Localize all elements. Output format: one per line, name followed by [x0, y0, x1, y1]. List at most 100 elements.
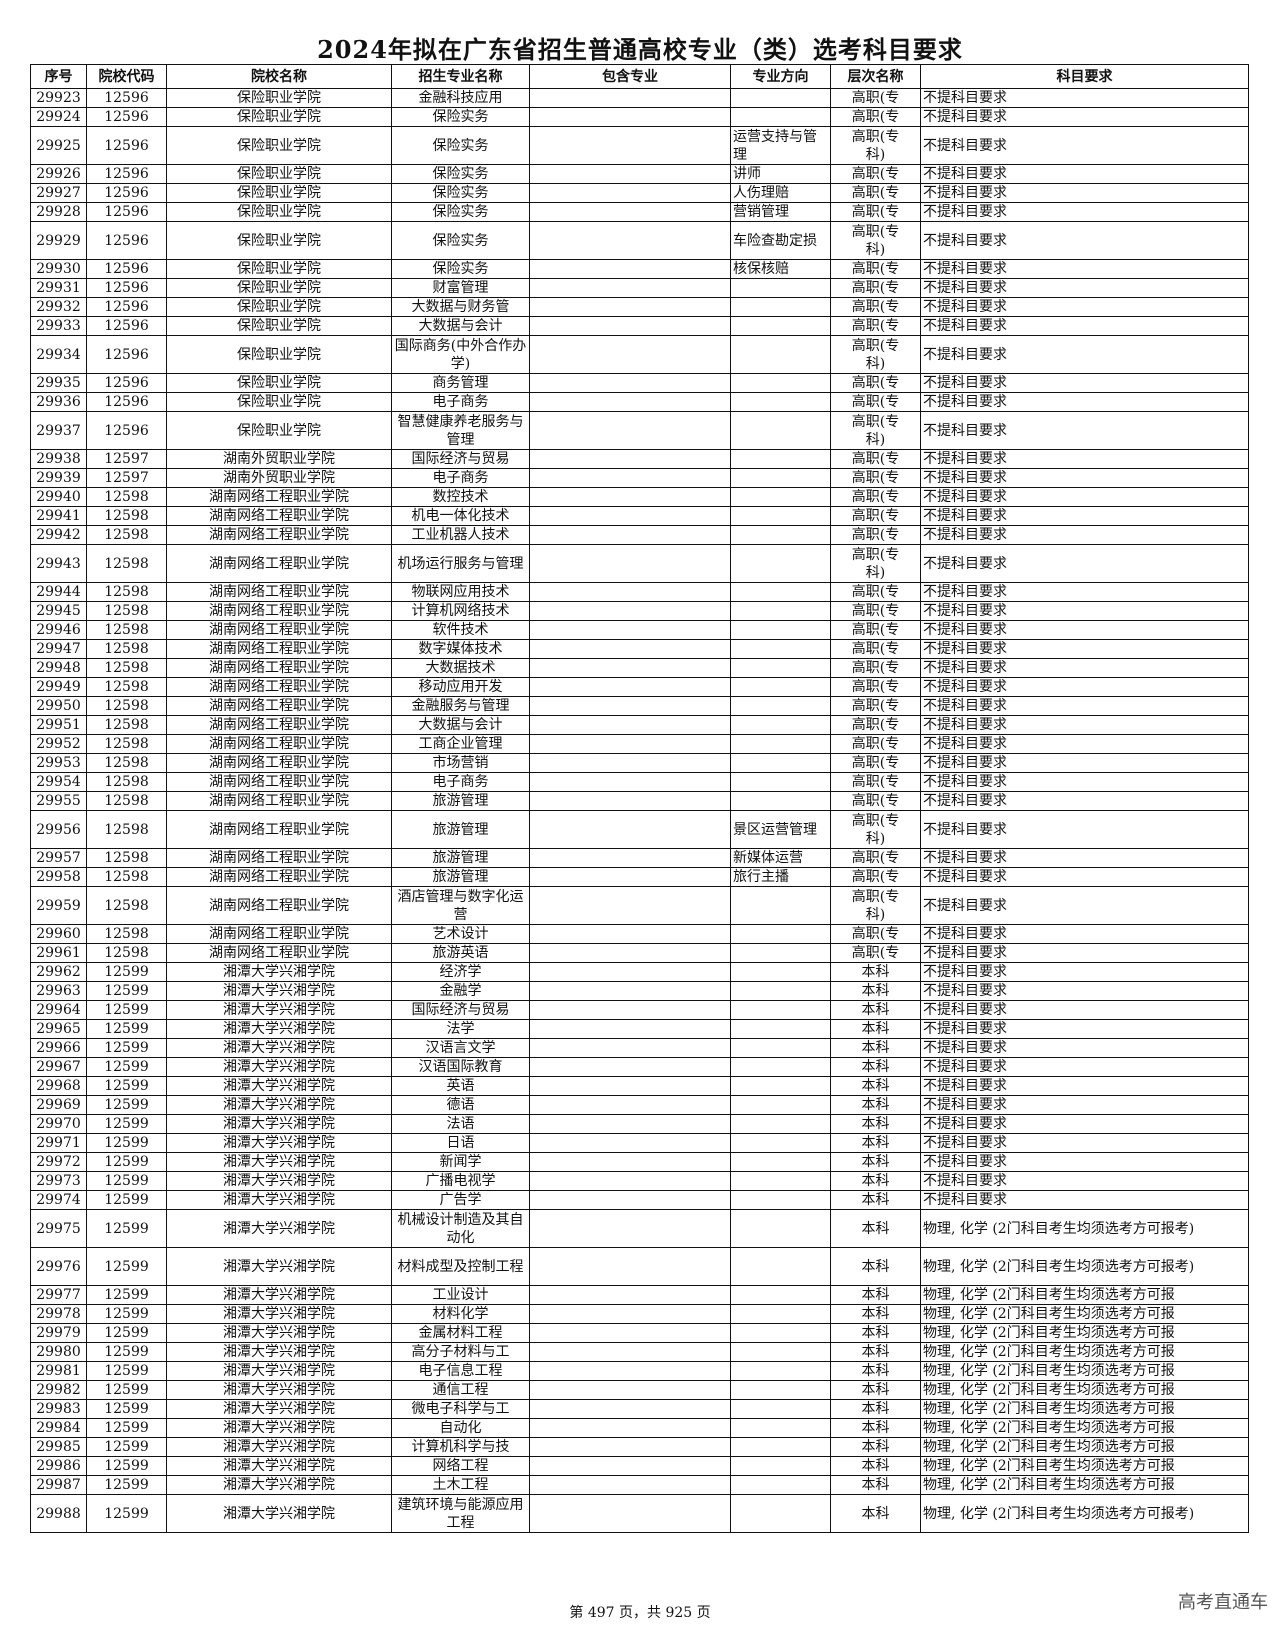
cell-school-name: 湘潭大学兴湘学院: [166, 1361, 392, 1381]
cell-subject-requirement: 不提科目要求: [920, 1152, 1249, 1172]
cell-major-name: 保险实务: [391, 183, 530, 203]
cell-included-majors: [529, 183, 731, 203]
cell-included-majors: [529, 886, 731, 925]
cell-major-direction: [730, 658, 831, 678]
cell-major-name: 金属材料工程: [391, 1323, 530, 1343]
cell-seq: 29969: [30, 1095, 87, 1115]
cell-seq: 29988: [30, 1494, 87, 1533]
cell-school-code: 12599: [86, 1095, 167, 1115]
cell-school-name: 湘潭大学兴湘学院: [166, 1114, 392, 1134]
cell-subject-requirement: 物理, 化学 (2门科目考生均须选考方可报考): [920, 1209, 1249, 1248]
cell-level: 高职(专: [830, 715, 921, 735]
table-row: 29970 12599 湘潭大学兴湘学院 法语 本科 不提科目要求: [30, 1114, 1249, 1134]
cell-major-direction: [730, 373, 831, 393]
table-row: 29949 12598 湖南网络工程职业学院 移动应用开发 高职(专 不提科目要求: [30, 677, 1249, 697]
cell-major-direction: [730, 886, 831, 925]
cell-seq: 29965: [30, 1019, 87, 1039]
cell-major-name: 电子商务: [391, 468, 530, 488]
cell-major-name: 土木工程: [391, 1475, 530, 1495]
cell-school-name: 湘潭大学兴湘学院: [166, 1304, 392, 1324]
cell-level: 本科: [830, 1152, 921, 1172]
cell-seq: 29931: [30, 278, 87, 298]
cell-level: 本科: [830, 1304, 921, 1324]
cell-included-majors: [529, 943, 731, 963]
cell-major-name: 旅游管理: [391, 867, 530, 887]
cell-major-direction: [730, 1209, 831, 1248]
cell-seq: 29926: [30, 164, 87, 184]
cell-seq: 29966: [30, 1038, 87, 1058]
cell-major-direction: [730, 297, 831, 317]
cell-level: 本科: [830, 1475, 921, 1495]
cell-school-name: 湖南网络工程职业学院: [166, 791, 392, 811]
table-header-row: 序号 院校代码 院校名称 招生专业名称 包含专业 专业方向 层次名称 科目要求: [30, 64, 1249, 89]
cell-included-majors: [529, 449, 731, 469]
table-row: 29966 12599 湘潭大学兴湘学院 汉语言文学 本科 不提科目要求: [30, 1038, 1249, 1058]
cell-level: 本科: [830, 962, 921, 982]
cell-school-code: 12598: [86, 848, 167, 868]
cell-level: 高职(专科): [830, 886, 921, 925]
cell-level: 高职(专科): [830, 544, 921, 583]
cell-included-majors: [529, 1323, 731, 1343]
cell-subject-requirement: 物理, 化学 (2门科目考生均须选考方可报: [920, 1323, 1249, 1343]
brand-watermark: 高考直通车: [1178, 1592, 1268, 1613]
cell-subject-requirement: 不提科目要求: [920, 1190, 1249, 1210]
cell-school-name: 湘潭大学兴湘学院: [166, 1399, 392, 1419]
cell-school-code: 12598: [86, 487, 167, 507]
cell-level: 高职(专: [830, 772, 921, 792]
table-row: 29960 12598 湖南网络工程职业学院 艺术设计 高职(专 不提科目要求: [30, 924, 1249, 944]
cell-major-direction: [730, 1057, 831, 1077]
cell-major-direction: [730, 335, 831, 374]
cell-subject-requirement: 不提科目要求: [920, 620, 1249, 640]
cell-school-name: 湘潭大学兴湘学院: [166, 1418, 392, 1438]
cell-seq: 29977: [30, 1285, 87, 1305]
table-row: 29925 12596 保险职业学院 保险实务 运营支持与管理 高职(专科) 不提科目要求: [30, 126, 1249, 165]
table-row: 29964 12599 湘潭大学兴湘学院 国际经济与贸易 本科 不提科目要求: [30, 1000, 1249, 1020]
cell-level: 高职(专: [830, 677, 921, 697]
cell-level: 高职(专: [830, 164, 921, 184]
cell-subject-requirement: 不提科目要求: [920, 848, 1249, 868]
cell-school-code: 12598: [86, 639, 167, 659]
cell-major-direction: [730, 715, 831, 735]
cell-school-code: 12599: [86, 1057, 167, 1077]
cell-seq: 29979: [30, 1323, 87, 1343]
table-row: 29976 12599 湘潭大学兴湘学院 材料成型及控制工程 本科 物理, 化学 (2门科…: [30, 1247, 1249, 1286]
cell-level: 本科: [830, 1190, 921, 1210]
cell-school-code: 12599: [86, 1171, 167, 1191]
cell-school-code: 12598: [86, 696, 167, 716]
cell-school-code: 12598: [86, 791, 167, 811]
cell-included-majors: [529, 107, 731, 127]
cell-level: 高职(专: [830, 468, 921, 488]
cell-seq: 29967: [30, 1057, 87, 1077]
cell-included-majors: [529, 658, 731, 678]
cell-seq: 29974: [30, 1190, 87, 1210]
cell-subject-requirement: 物理, 化学 (2门科目考生均须选考方可报考): [920, 1247, 1249, 1286]
cell-included-majors: [529, 867, 731, 887]
cell-school-code: 12599: [86, 1418, 167, 1438]
cell-subject-requirement: 不提科目要求: [920, 164, 1249, 184]
cell-level: 本科: [830, 1114, 921, 1134]
cell-subject-requirement: 不提科目要求: [920, 278, 1249, 298]
cell-seq: 29970: [30, 1114, 87, 1134]
cell-major-direction: [730, 1456, 831, 1476]
table-row: 29971 12599 湘潭大学兴湘学院 日语 本科 不提科目要求: [30, 1133, 1249, 1153]
cell-level: 高职(专: [830, 525, 921, 545]
cell-school-code: 12599: [86, 1209, 167, 1248]
table-row: 29959 12598 湖南网络工程职业学院 酒店管理与数字化运营 高职(专科) 不提科目…: [30, 886, 1249, 925]
cell-school-code: 12599: [86, 1038, 167, 1058]
cell-major-name: 大数据技术: [391, 658, 530, 678]
cell-included-majors: [529, 1000, 731, 1020]
cell-subject-requirement: 不提科目要求: [920, 126, 1249, 165]
cell-school-code: 12596: [86, 202, 167, 222]
cell-seq: 29935: [30, 373, 87, 393]
cell-included-majors: [529, 582, 731, 602]
table-row: 29941 12598 湖南网络工程职业学院 机电一体化技术 高职(专 不提科目要求: [30, 506, 1249, 526]
cell-included-majors: [529, 202, 731, 222]
cell-school-name: 湘潭大学兴湘学院: [166, 1209, 392, 1248]
cell-major-direction: [730, 924, 831, 944]
cell-school-name: 湘潭大学兴湘学院: [166, 1342, 392, 1362]
cell-major-name: 广播电视学: [391, 1171, 530, 1191]
table-row: 29956 12598 湖南网络工程职业学院 旅游管理 景区运营管理 高职(专科) 不提科目…: [30, 810, 1249, 849]
cell-major-name: 电子商务: [391, 772, 530, 792]
table-row: 29975 12599 湘潭大学兴湘学院 机械设计制造及其自动化 本科 物理, 化学 (2…: [30, 1209, 1249, 1248]
cell-school-name: 湘潭大学兴湘学院: [166, 1095, 392, 1115]
